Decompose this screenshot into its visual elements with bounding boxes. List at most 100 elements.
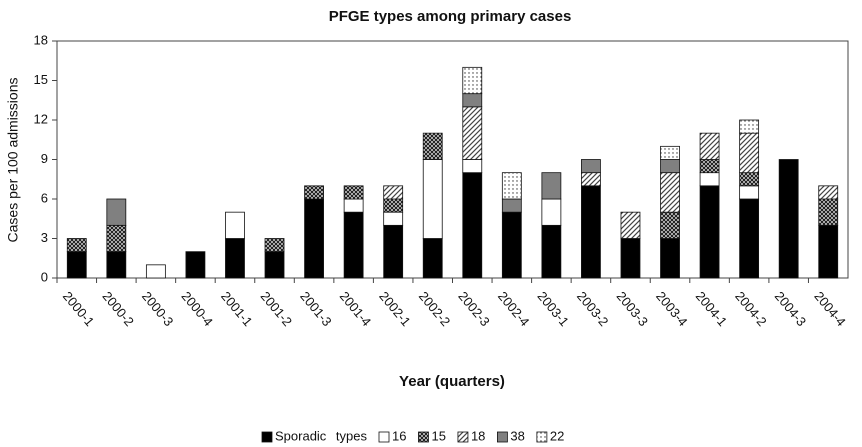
x-tick-label: 2000-3 — [139, 288, 177, 329]
x-tick-label: 2004-2 — [732, 288, 770, 329]
x-tick-label: 2001-3 — [297, 288, 335, 329]
y-tick-label: 15 — [34, 72, 48, 87]
x-tick-label: 2000-4 — [178, 288, 216, 329]
bar-segment — [422, 238, 443, 279]
bar-segment — [699, 159, 720, 174]
x-tick-label: 2001-4 — [337, 288, 375, 329]
plot-frame — [56, 40, 849, 279]
x-tick-label: 2003-3 — [614, 288, 652, 329]
y-tick-label: 9 — [41, 151, 48, 166]
bar-segment — [264, 238, 285, 253]
bar-segment — [581, 172, 601, 187]
bar-segment — [264, 251, 285, 279]
bar-segment — [106, 224, 127, 253]
x-tick-label: 2002-2 — [416, 288, 454, 329]
bar-segment — [304, 185, 324, 200]
legend-swatch — [418, 431, 429, 443]
bar-segment — [225, 238, 245, 279]
bar-segment — [462, 172, 483, 279]
legend-swatch — [457, 431, 469, 443]
bar-segment — [541, 224, 562, 279]
bar-segment — [383, 198, 404, 213]
bar-segment — [422, 132, 443, 160]
bar-segment — [225, 211, 245, 239]
bar-segment — [145, 264, 166, 279]
bar-segment — [462, 93, 483, 108]
legend-label: 38 — [510, 428, 524, 443]
bar-segment — [778, 159, 799, 279]
legend-label: 16 — [392, 428, 406, 443]
bar-segment — [185, 251, 206, 279]
bar-segment — [501, 172, 522, 200]
x-tick-label: 2000-1 — [60, 288, 98, 329]
legend-swatch — [536, 431, 548, 443]
y-tick-label: 12 — [34, 111, 48, 126]
legend-label: Sporadic types — [275, 428, 367, 443]
bar-segment — [541, 172, 562, 200]
bar-segment — [660, 238, 680, 279]
x-tick-label: 2000-2 — [99, 288, 137, 329]
bar-segment — [660, 211, 680, 239]
x-tick-label: 2003-1 — [534, 288, 572, 329]
x-tick-label: 2004-4 — [811, 288, 849, 329]
x-tick-label: 2004-1 — [693, 288, 731, 329]
x-tick-label: 2002-4 — [495, 288, 533, 329]
bar-segment — [343, 185, 364, 200]
bar-segment — [462, 159, 483, 174]
legend-label: 22 — [550, 428, 564, 443]
bar-segment — [818, 198, 839, 226]
y-tick-label: 3 — [41, 230, 48, 245]
bar-segment — [501, 198, 522, 213]
bar-segment — [106, 198, 127, 226]
bar-segment — [343, 211, 364, 279]
bar-segment — [739, 132, 760, 174]
chart-title: PFGE types among primary cases — [329, 8, 572, 25]
legend-swatch — [378, 431, 390, 443]
bar-segment — [660, 172, 680, 213]
bar-segment — [660, 145, 680, 160]
bar-segment — [739, 198, 760, 279]
x-axis-title: Year (quarters) — [399, 373, 505, 390]
bar-segment — [541, 198, 562, 226]
bar-segment — [462, 66, 483, 95]
bar-segment — [304, 198, 324, 279]
bar-segment — [739, 172, 760, 187]
x-tick-label: 2002-3 — [455, 288, 493, 329]
x-tick-label: 2003-2 — [574, 288, 612, 329]
bar-segment — [66, 251, 87, 279]
bar-segment — [383, 211, 404, 226]
bar-segment — [383, 224, 404, 279]
bar-segment — [383, 185, 404, 200]
y-tick-label: 18 — [34, 32, 48, 47]
bar-segment — [501, 211, 522, 279]
bar-segment — [699, 132, 720, 160]
x-tick-label: 2003-4 — [653, 288, 691, 329]
bar-segment — [581, 159, 601, 174]
legend-label: 15 — [431, 428, 445, 443]
bar-segment — [66, 238, 87, 253]
x-tick-label: 2001-1 — [218, 288, 256, 329]
y-tick-label: 6 — [41, 190, 48, 205]
bar-segment — [581, 185, 601, 279]
bar-segment — [660, 159, 680, 174]
x-tick-label: 2004-3 — [772, 288, 810, 329]
x-tick-label: 2001-2 — [258, 288, 296, 329]
legend-label: 18 — [471, 428, 485, 443]
bar-segment — [739, 185, 760, 200]
y-axis-title: Cases per 100 admissions — [5, 78, 21, 243]
legend-swatch — [261, 431, 273, 443]
legend-swatch — [497, 431, 508, 443]
x-tick-label: 2002-1 — [376, 288, 414, 329]
bar-segment — [106, 251, 127, 279]
bar-segment — [462, 106, 483, 160]
bar-segment — [739, 119, 760, 134]
bar-segment — [818, 224, 839, 279]
bar-segment — [818, 185, 839, 200]
bar-segment — [699, 172, 720, 187]
bar-segment — [699, 185, 720, 279]
bar-segment — [422, 159, 443, 239]
bar-segment — [620, 211, 641, 239]
bar-segment — [343, 198, 364, 213]
y-tick-label: 0 — [41, 269, 48, 284]
